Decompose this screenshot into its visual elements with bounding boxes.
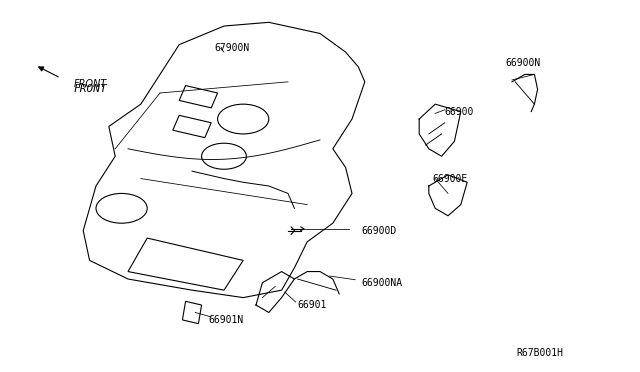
Text: R67B001H: R67B001H — [516, 349, 563, 358]
Text: FRONT: FRONT — [74, 79, 107, 89]
Text: FRONT: FRONT — [74, 84, 108, 94]
Text: 66901N: 66901N — [208, 315, 243, 325]
Text: 66900: 66900 — [445, 107, 474, 116]
Text: 66901: 66901 — [298, 300, 327, 310]
Text: 67900N: 67900N — [214, 44, 250, 53]
Text: 66900N: 66900N — [506, 58, 541, 68]
Text: 66900D: 66900D — [362, 226, 397, 235]
Text: 66900E: 66900E — [432, 174, 467, 183]
Text: 66900NA: 66900NA — [362, 278, 403, 288]
